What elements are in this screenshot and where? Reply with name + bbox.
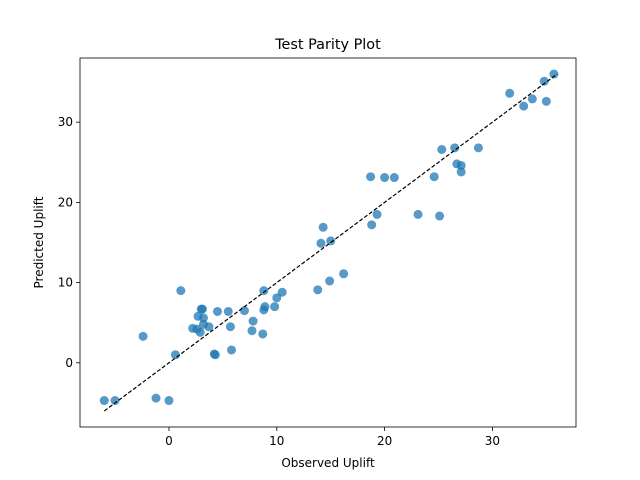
y-tick-label: 30	[58, 115, 73, 129]
data-point-21	[227, 345, 236, 355]
data-point-40	[372, 209, 382, 219]
x-axis-ticks: 0 10 20 30	[165, 427, 500, 448]
data-point-34	[318, 222, 328, 232]
data-point-41	[380, 173, 390, 183]
x-tick-label: 30	[485, 434, 500, 448]
data-point-5	[170, 350, 180, 360]
data-point-39	[367, 220, 377, 230]
data-point-35	[325, 276, 335, 286]
data-point-19	[223, 306, 233, 316]
y-tick-label: 20	[58, 195, 73, 209]
data-point-52	[505, 88, 515, 98]
x-tick-label: 20	[377, 434, 392, 448]
data-point-50	[456, 167, 466, 177]
y-tick-label: 10	[58, 276, 73, 290]
data-point-32	[313, 285, 323, 295]
data-point-23	[247, 326, 257, 336]
data-point-13	[198, 313, 208, 323]
data-point-46	[437, 144, 447, 154]
data-point-43	[413, 209, 423, 219]
data-point-24	[248, 316, 258, 326]
data-point-6	[176, 286, 186, 296]
data-point-42	[389, 173, 399, 183]
data-point-56	[541, 96, 551, 106]
data-point-31	[277, 287, 287, 297]
data-point-36	[326, 236, 336, 246]
x-tick-label: 10	[269, 434, 284, 448]
points-layer	[99, 69, 559, 406]
data-point-10	[195, 327, 205, 337]
data-point-2	[138, 331, 148, 341]
data-point-25	[258, 329, 268, 339]
data-point-22	[239, 306, 249, 316]
data-point-45	[435, 211, 445, 221]
chart-title: Test Parity Plot	[274, 37, 381, 53]
data-point-3	[151, 393, 161, 403]
data-point-30	[272, 293, 282, 303]
data-point-57	[549, 69, 559, 79]
data-point-37	[339, 269, 349, 279]
data-point-1	[110, 396, 120, 406]
x-tick-label: 0	[165, 434, 173, 448]
data-point-55	[539, 76, 549, 86]
data-point-27	[259, 286, 269, 296]
y-axis-ticks: 0 10 20 30	[58, 115, 80, 370]
data-point-20	[225, 322, 235, 332]
data-point-47	[450, 143, 460, 153]
data-point-53	[519, 101, 529, 111]
y-tick-label: 0	[65, 356, 73, 370]
data-point-44	[429, 172, 439, 182]
data-point-17	[210, 350, 220, 360]
data-point-28	[260, 302, 270, 312]
y-axis-label: Predicted Uplift	[32, 196, 46, 288]
parity-line	[103, 73, 558, 412]
data-point-12	[197, 304, 207, 314]
data-point-38	[366, 172, 376, 182]
data-point-54	[527, 94, 537, 104]
data-point-4	[164, 396, 174, 406]
data-point-0	[99, 396, 109, 406]
parity-line-layer	[103, 73, 558, 412]
data-point-51	[473, 143, 483, 153]
data-point-18	[212, 306, 222, 316]
data-point-15	[204, 322, 214, 332]
x-axis-label: Observed Uplift	[281, 456, 375, 470]
data-point-33	[316, 238, 326, 248]
data-point-49	[456, 160, 466, 170]
plot-area-frame	[79, 57, 577, 428]
data-point-29	[270, 302, 280, 312]
